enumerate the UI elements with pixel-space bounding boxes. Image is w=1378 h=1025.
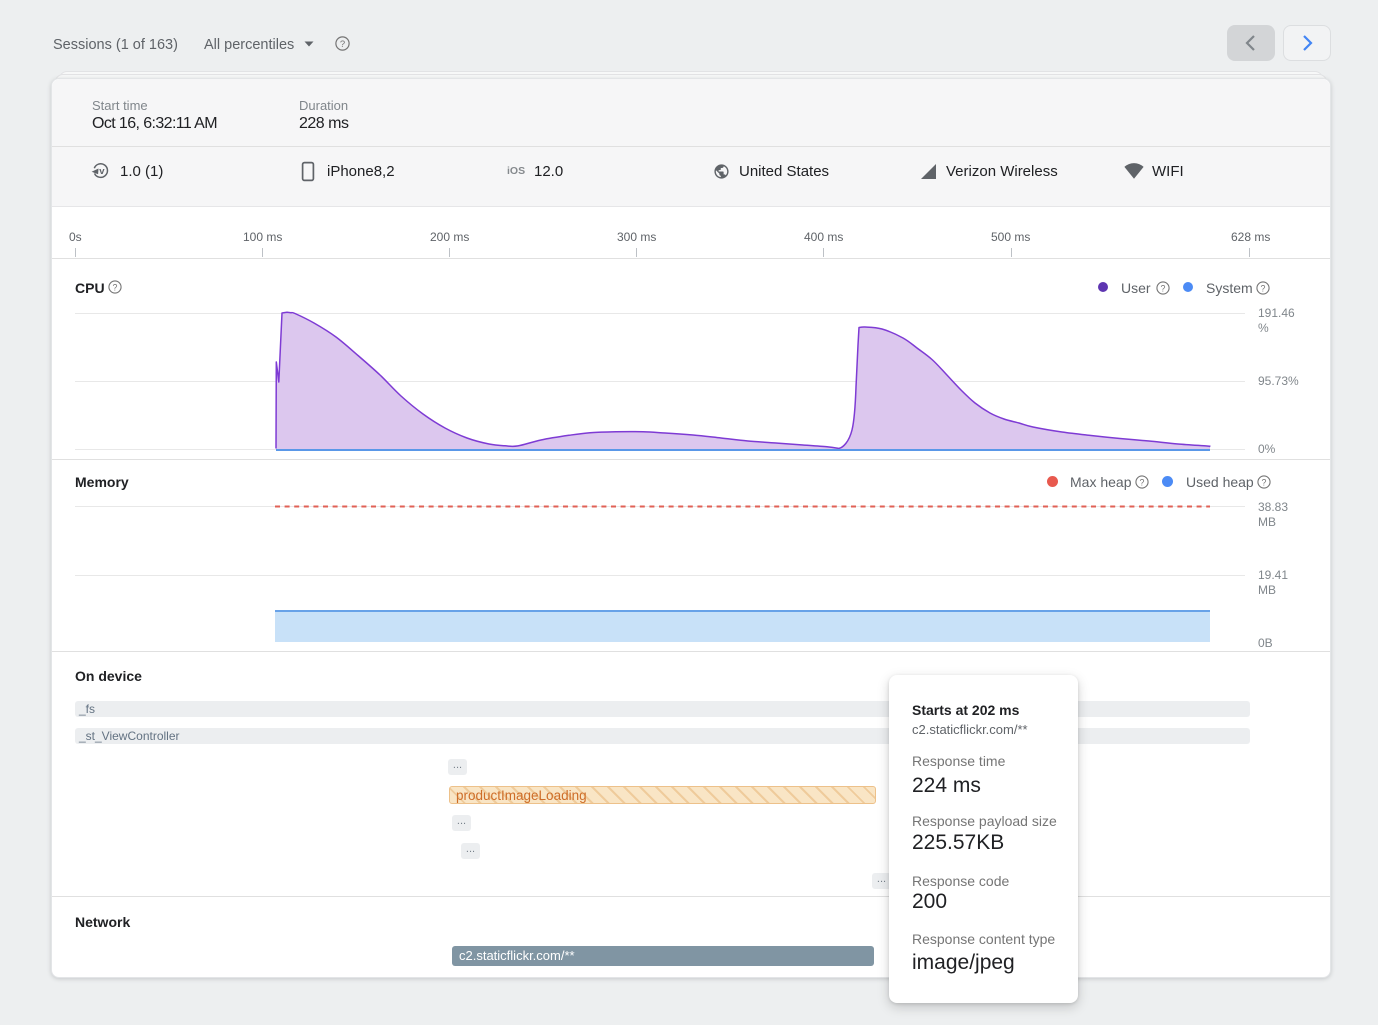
svg-text:?: ? — [340, 39, 345, 50]
svg-text:?: ? — [1261, 283, 1266, 293]
svg-text:?: ? — [1161, 283, 1166, 293]
svg-text:?: ? — [113, 282, 118, 292]
svg-text:v: v — [99, 166, 105, 177]
svg-text:?: ? — [1262, 477, 1267, 487]
svg-text:?: ? — [1140, 477, 1145, 487]
